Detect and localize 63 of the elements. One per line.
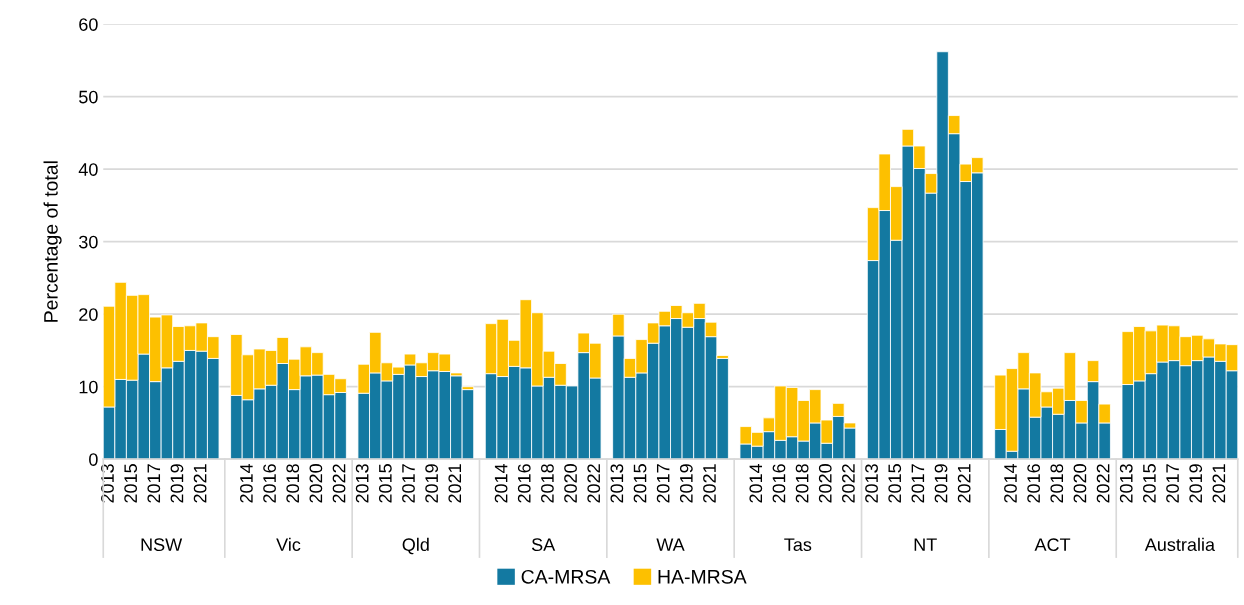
x-tick-label: 2015 [378,464,392,503]
x-tick-label: 2020 [818,464,832,503]
x-tick-label: 2016 [772,464,786,503]
x-tick-label: 2020 [309,464,323,503]
x-tick-label: 2015 [124,464,138,503]
x-tick-label: 2013 [610,464,624,503]
text: WA [656,538,685,551]
text: ACT [1034,538,1071,552]
x-tick-label: 2018 [795,464,809,503]
x-tick-label: 2016 [517,464,531,503]
text: NSW [141,538,183,552]
x-tick-label: 2019 [170,464,184,503]
x-tick-label: 2014 [749,463,763,503]
y-tick-label: 30 [79,235,98,249]
y-tick-label: 20 [79,308,98,321]
x-tick-label: 2022 [1096,464,1110,503]
x-tick-label: 2014 [494,463,508,503]
x-tick-label: 2021 [703,464,716,503]
text: Vic [276,537,301,552]
x-tick-label: 2016 [1027,464,1041,503]
y-tick-label: 60 [79,18,98,31]
text: NT [914,538,937,551]
x-tick-label: 2022 [332,464,346,503]
x-tick-label: 2017 [402,464,415,503]
x-tick-label: 2022 [842,464,855,503]
x-tick-label: 2022 [587,464,601,503]
x-tick-label: 2021 [448,464,462,503]
x-tick-label: 2014 [240,463,253,503]
x-tick-label: 2017 [911,464,925,503]
text: Qld [402,537,429,555]
y-tick-label: 0 [89,453,98,466]
x-tick-label: 2013 [865,464,878,503]
x-tick-label: 2021 [1212,464,1226,503]
x-tick-label: 2019 [425,464,439,503]
x-tick-label: 2019 [934,464,948,503]
x-tick-label: 2015 [1143,464,1156,503]
legend-label: CA-MRSA [521,569,611,584]
y-tick-label: 40 [78,163,98,176]
x-tick-label: 2020 [564,464,577,503]
text: Tas [784,538,812,552]
x-tick-label: 2017 [1166,464,1179,503]
y-tick-label: 10 [79,380,98,394]
x-tick-label: 2017 [656,464,670,503]
x-tick-label: 2021 [193,464,207,503]
x-tick-label: 2015 [888,464,902,503]
x-tick-label: 2018 [286,464,300,503]
x-tick-label: 2018 [541,464,554,503]
text: Australia [1144,537,1216,552]
y-axis-title: Percentage of total [43,161,62,322]
x-tick-label: 2015 [633,464,647,503]
x-tick-label: 2013 [1119,464,1133,503]
legend-label: HA-MRSA [658,569,747,584]
x-tick-label: 2017 [147,464,161,503]
x-tick-label: 2019 [679,464,693,503]
x-tick-label: 2014 [1004,463,1017,503]
x-tick-label: 2013 [355,464,369,503]
x-tick-label: 2020 [1073,464,1087,503]
x-tick-label: 2018 [1050,464,1064,503]
text: SA [531,538,556,552]
y-tick-label: 50 [79,90,98,104]
x-tick-label: 2021 [957,464,971,503]
x-tick-label: 2016 [263,464,276,503]
x-tick-label: 2019 [1189,464,1203,503]
